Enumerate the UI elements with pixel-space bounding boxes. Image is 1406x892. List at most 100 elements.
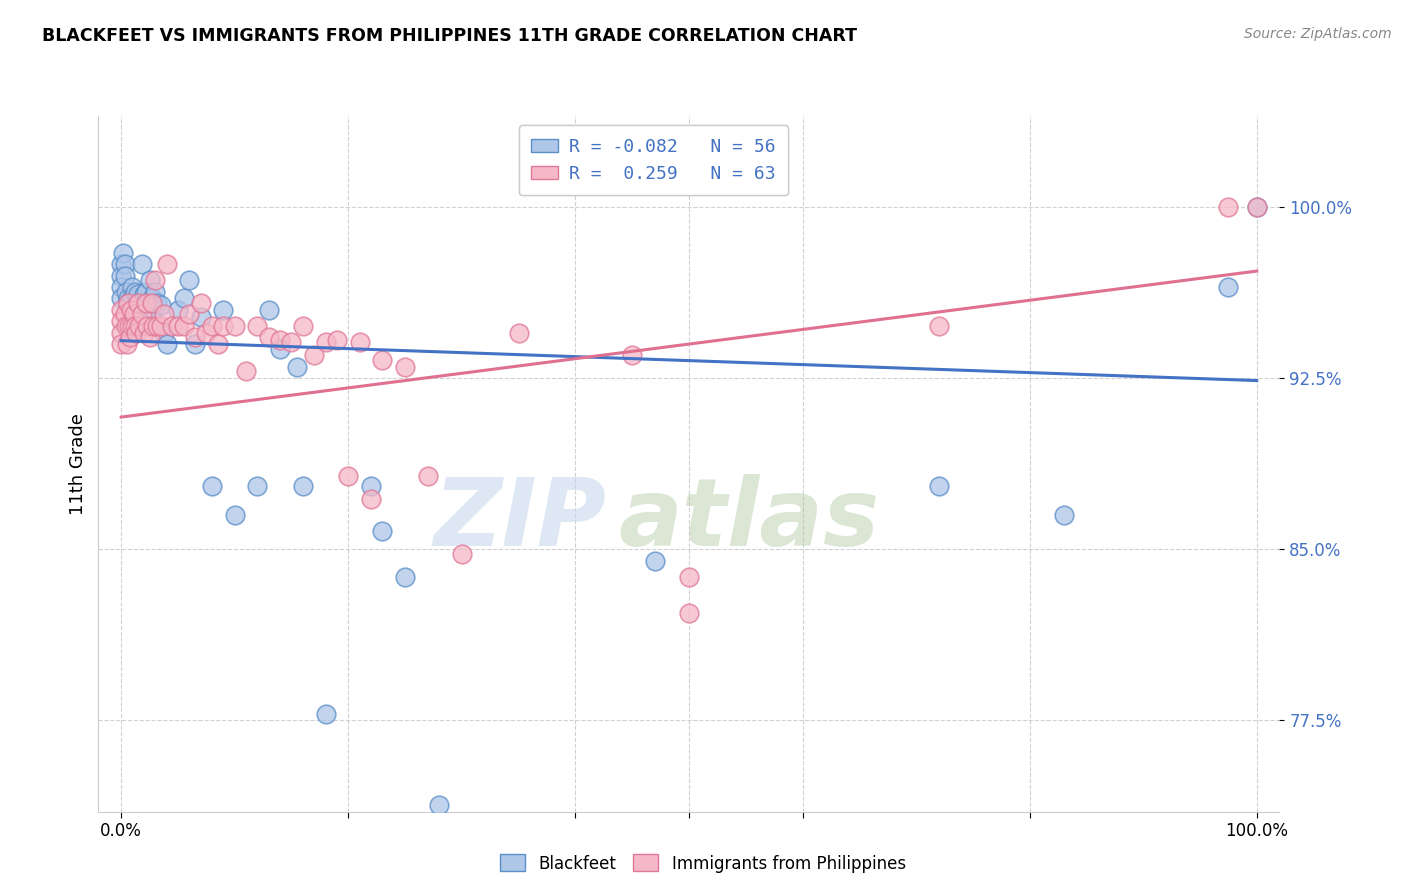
Point [678, 570, 700, 584]
Point [114, 268, 136, 283]
Point [394, 570, 416, 584]
Point [1246, 200, 1268, 214]
Point [110, 326, 132, 340]
Point [121, 318, 143, 333]
Point [135, 296, 157, 310]
Point [110, 280, 132, 294]
Point [110, 302, 132, 317]
Point [224, 318, 246, 333]
Point [371, 524, 394, 538]
Point [135, 285, 157, 299]
Point [269, 342, 291, 356]
Point [153, 307, 176, 321]
Point [141, 292, 163, 306]
Point [315, 706, 337, 721]
Point [138, 296, 160, 310]
Point [142, 302, 165, 317]
Point [138, 330, 160, 344]
Point [167, 318, 190, 333]
Point [149, 318, 172, 333]
Point [285, 359, 308, 374]
Point [1218, 200, 1240, 214]
Point [114, 257, 136, 271]
Point [337, 469, 360, 483]
Point [120, 302, 142, 317]
Point [450, 547, 472, 561]
Point [142, 318, 165, 333]
Point [326, 333, 349, 347]
Point [928, 318, 950, 333]
Point [143, 273, 166, 287]
Point [508, 326, 530, 340]
Point [184, 330, 207, 344]
Point [179, 307, 201, 321]
Point [121, 292, 143, 306]
Text: ZIP: ZIP [433, 474, 606, 566]
Point [117, 296, 139, 310]
Point [141, 296, 163, 310]
Point [131, 307, 153, 321]
Point [394, 359, 416, 374]
Point [110, 257, 132, 271]
Point [124, 318, 146, 333]
Point [190, 296, 212, 310]
Point [146, 318, 169, 333]
Point [280, 334, 302, 349]
Point [155, 337, 177, 351]
Point [928, 478, 950, 492]
Point [110, 337, 132, 351]
Point [173, 318, 195, 333]
Point [125, 326, 148, 340]
Point [128, 296, 150, 310]
Legend: Blackfeet, Immigrants from Philippines: Blackfeet, Immigrants from Philippines [494, 847, 912, 880]
Point [110, 292, 132, 306]
Point [201, 478, 224, 492]
Point [179, 273, 201, 287]
Point [162, 318, 183, 333]
Point [644, 554, 666, 568]
Point [1218, 280, 1240, 294]
Point [115, 296, 138, 310]
Point [131, 257, 153, 271]
Point [257, 330, 280, 344]
Point [134, 298, 156, 312]
Y-axis label: 11th Grade: 11th Grade [69, 413, 87, 515]
Point [112, 245, 135, 260]
Point [114, 307, 136, 321]
Point [155, 257, 177, 271]
Point [138, 273, 160, 287]
Point [121, 280, 143, 294]
Point [114, 318, 136, 333]
Point [118, 296, 141, 310]
Point [621, 349, 644, 363]
Point [427, 797, 450, 812]
Point [136, 318, 159, 333]
Point [124, 285, 146, 299]
Point [149, 298, 172, 312]
Point [246, 318, 269, 333]
Point [201, 318, 224, 333]
Point [257, 302, 280, 317]
Point [207, 337, 229, 351]
Point [315, 334, 337, 349]
Point [1053, 508, 1076, 523]
Point [118, 318, 141, 333]
Point [360, 478, 382, 492]
Point [143, 285, 166, 299]
Text: BLACKFEET VS IMMIGRANTS FROM PHILIPPINES 11TH GRADE CORRELATION CHART: BLACKFEET VS IMMIGRANTS FROM PHILIPPINES… [42, 27, 858, 45]
Point [122, 307, 145, 321]
Point [125, 298, 148, 312]
Point [212, 302, 235, 317]
Point [117, 292, 139, 306]
Text: atlas: atlas [619, 474, 879, 566]
Point [132, 286, 155, 301]
Point [122, 302, 145, 317]
Point [246, 478, 269, 492]
Point [110, 268, 132, 283]
Point [235, 364, 257, 378]
Point [678, 607, 700, 621]
Point [153, 326, 176, 340]
Point [132, 326, 155, 340]
Point [212, 318, 235, 333]
Legend: R = -0.082   N = 56, R =  0.259   N = 63: R = -0.082 N = 56, R = 0.259 N = 63 [519, 125, 789, 195]
